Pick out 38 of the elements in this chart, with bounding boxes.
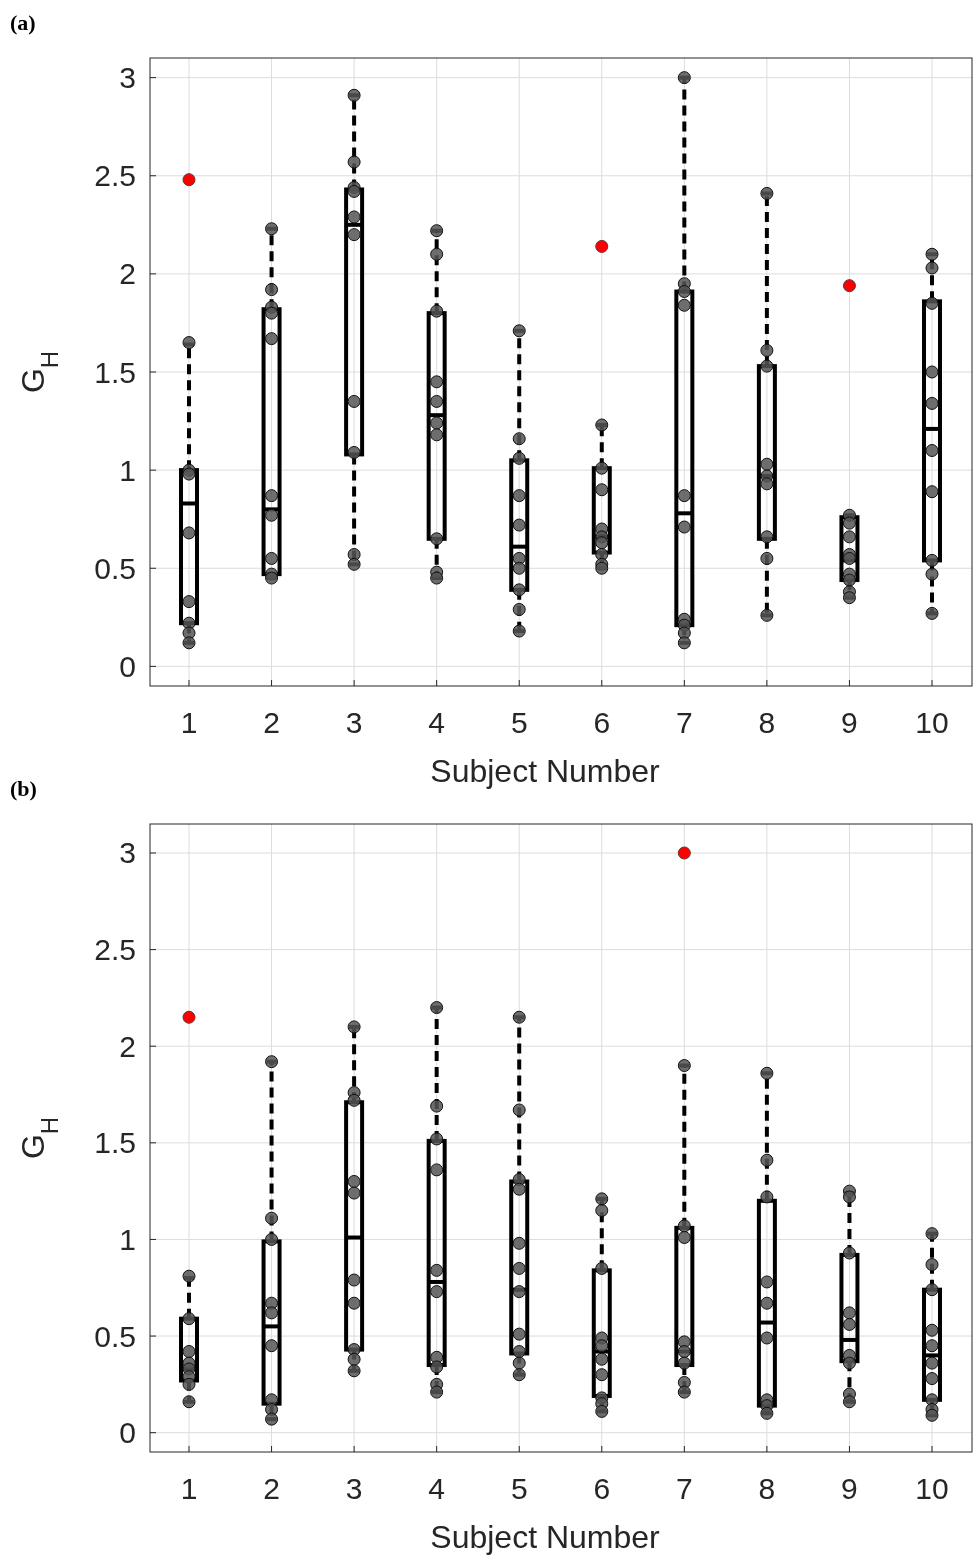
x-tick-label: 6 (593, 706, 611, 739)
y-tick-label: 1 (119, 453, 136, 487)
x-tick-label: 10 (915, 706, 949, 739)
y-tick-label: 0 (119, 1416, 136, 1450)
y-tick-label: 1 (119, 1222, 136, 1256)
x-tick-label: 5 (510, 706, 528, 739)
y-tick-label: 3 (119, 61, 136, 95)
x-tick-label: 7 (675, 1472, 693, 1505)
y-tick-label: 0 (119, 649, 136, 683)
x-tick-label: 8 (758, 706, 776, 739)
x-tick-label: 9 (841, 706, 858, 739)
x-axis-title: Subject Number (430, 753, 661, 789)
y-tick-label: 0.5 (94, 551, 136, 585)
x-tick-label: 2 (263, 1472, 280, 1505)
x-tick-label: 1 (180, 706, 198, 739)
x-tick-label: 8 (758, 1472, 776, 1505)
y-tick-label: 1.5 (94, 1126, 136, 1160)
chart-title: (b) (10, 776, 37, 801)
y-tick-label: 3 (119, 836, 136, 870)
x-axis-title: Subject Number (430, 1519, 661, 1555)
x-tick-label: 2 (263, 706, 280, 739)
x-tick-label: 9 (841, 1472, 858, 1505)
x-tick-label: 1 (180, 1472, 198, 1505)
y-tick-label: 2 (119, 257, 136, 291)
x-tick-label: 3 (345, 706, 363, 739)
y-tick-label: 2.5 (94, 933, 136, 967)
chart-title: (a) (10, 10, 36, 35)
x-tick-label: 3 (345, 1472, 363, 1505)
x-tick-label: 7 (675, 706, 693, 739)
x-tick-label: 4 (428, 1472, 446, 1505)
y-tick-label: 0.5 (94, 1319, 136, 1353)
x-tick-label: 10 (915, 1472, 949, 1505)
y-tick-label: 1.5 (94, 355, 136, 389)
x-tick-label: 6 (593, 1472, 611, 1505)
x-tick-label: 5 (510, 1472, 528, 1505)
x-tick-label: 4 (428, 706, 446, 739)
y-tick-label: 2 (119, 1029, 136, 1063)
y-tick-label: 2.5 (94, 159, 136, 193)
